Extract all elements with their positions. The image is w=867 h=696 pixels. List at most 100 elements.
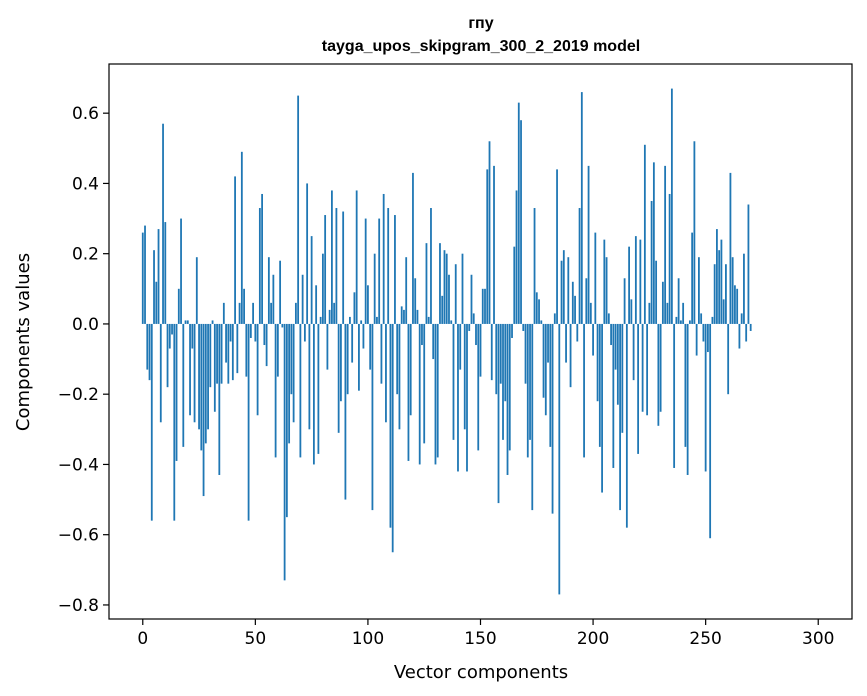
bar: [409, 323, 412, 416]
y-tick-label: 0.0: [72, 315, 99, 335]
bar: [279, 260, 282, 324]
bar: [344, 323, 347, 500]
bar: [734, 285, 736, 324]
bar: [430, 208, 432, 324]
bar: [331, 190, 333, 324]
bar: [511, 323, 513, 338]
bar: [193, 323, 196, 423]
bar: [317, 323, 320, 454]
bar: [486, 169, 489, 324]
bar: [716, 229, 718, 324]
bar: [254, 323, 257, 342]
bar: [394, 215, 396, 324]
bar: [695, 323, 698, 356]
bar: [731, 257, 734, 324]
bar: [195, 257, 198, 324]
y-tick-label: 0.2: [72, 245, 99, 265]
bar: [292, 323, 295, 423]
x-tick-label: 100: [352, 629, 384, 649]
bar: [488, 141, 491, 324]
bar: [141, 232, 144, 324]
y-tick-label: −0.2: [58, 385, 99, 405]
bar: [414, 278, 417, 324]
bar: [231, 323, 234, 381]
bar: [718, 250, 721, 324]
bar: [184, 320, 187, 324]
bar: [743, 253, 745, 324]
bar: [684, 323, 687, 447]
bar: [400, 306, 403, 324]
bar: [459, 323, 462, 370]
bar: [326, 323, 329, 370]
bar: [222, 302, 225, 324]
bar: [560, 260, 563, 324]
x-axis-label: Vector components: [394, 662, 568, 683]
bar: [180, 218, 182, 324]
bar: [211, 320, 214, 324]
bar: [637, 323, 640, 454]
bar: [598, 323, 601, 447]
bar: [463, 323, 466, 430]
bar: [290, 323, 293, 395]
bar: [562, 250, 565, 324]
bar: [270, 302, 273, 324]
bar: [373, 253, 376, 324]
bar: [702, 323, 705, 342]
bar: [576, 323, 579, 342]
bar: [650, 200, 653, 324]
bar: [535, 292, 538, 324]
bar: [391, 323, 394, 553]
bar: [448, 274, 450, 324]
bar: [398, 323, 401, 430]
bar: [362, 323, 365, 349]
bar: [652, 162, 655, 324]
x-tick-label: 50: [245, 629, 267, 649]
bar: [333, 302, 336, 324]
bar: [342, 211, 345, 324]
bar: [713, 264, 716, 324]
bar: [423, 323, 426, 444]
bar: [297, 95, 300, 324]
bar: [312, 323, 315, 465]
bar: [675, 316, 678, 324]
bar: [238, 302, 241, 324]
bar: [403, 309, 405, 324]
bar: [574, 295, 576, 324]
bar: [704, 323, 707, 472]
bar: [166, 323, 169, 388]
bar: [524, 323, 527, 384]
bar: [495, 323, 498, 395]
bar: [189, 323, 191, 416]
bar: [171, 323, 173, 335]
bar: [466, 323, 468, 472]
bar: [639, 239, 642, 324]
bar: [661, 281, 664, 324]
bar: [601, 323, 603, 493]
bar: [191, 323, 194, 349]
bar: [623, 278, 626, 324]
bar: [632, 323, 635, 381]
bar: [592, 323, 594, 356]
bar: [569, 323, 572, 388]
bar: [747, 204, 750, 324]
bar: [616, 323, 619, 405]
bar: [452, 323, 455, 440]
bar: [412, 172, 414, 324]
bar: [641, 323, 644, 412]
bar: [515, 190, 518, 324]
bar: [472, 313, 475, 324]
bar: [502, 323, 504, 440]
bar: [281, 323, 284, 328]
bar: [153, 250, 155, 324]
bar: [432, 323, 435, 360]
bar: [700, 313, 703, 324]
y-tick-label: −0.8: [58, 596, 99, 616]
bar: [407, 323, 410, 461]
x-axis-ticks: 0 50 100 150 200 250 300: [137, 619, 834, 649]
bar: [580, 92, 583, 324]
bar: [376, 316, 378, 324]
bar: [252, 302, 254, 324]
bar: [457, 323, 459, 472]
bar: [353, 292, 356, 324]
bar: [589, 302, 592, 324]
